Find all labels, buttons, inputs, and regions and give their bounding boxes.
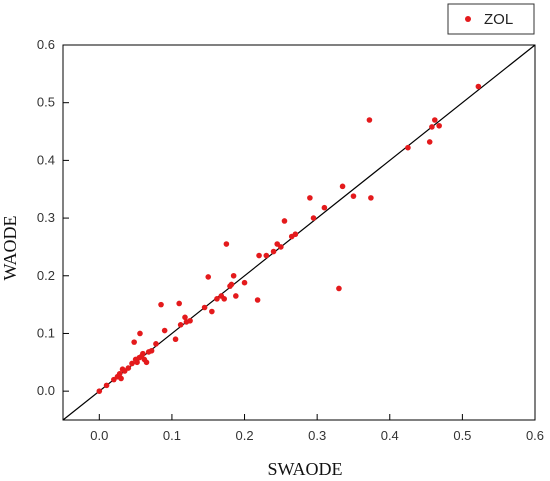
x-axis-title: SWAODE: [268, 459, 343, 479]
data-point: [263, 252, 270, 259]
data-point: [116, 371, 123, 377]
data-point: [143, 359, 150, 366]
data-point: [221, 296, 228, 302]
y-tick-label: 0.0: [37, 383, 55, 398]
y-tick-label: 0.4: [37, 152, 55, 167]
data-point: [436, 122, 442, 129]
x-tick-label: 0.2: [235, 428, 253, 443]
y-tick-label: 0.1: [37, 325, 55, 340]
legend-marker: [465, 16, 471, 22]
data-point: [182, 314, 188, 321]
y-axis-title: WAODE: [0, 216, 20, 281]
legend-box: [447, 3, 535, 35]
data-point: [140, 350, 146, 357]
data-point: [153, 341, 159, 347]
data-point: [339, 183, 346, 190]
data-point: [96, 388, 103, 394]
data-point: [368, 195, 374, 201]
data-point: [366, 117, 373, 123]
x-tick-label: 0.3: [308, 428, 326, 443]
data-point: [137, 330, 143, 337]
data-point: [256, 252, 262, 259]
data-point: [176, 300, 182, 307]
legend: ZOL: [447, 3, 535, 35]
data-point: [103, 382, 110, 389]
data-point: [131, 339, 137, 345]
data-point: [201, 304, 208, 311]
data-point: [429, 124, 435, 130]
x-tick-label: 0.1: [163, 428, 181, 443]
data-point: [148, 347, 155, 354]
data-point: [431, 117, 438, 123]
data-point: [310, 215, 317, 221]
data-point: [205, 274, 212, 280]
data-point: [321, 204, 328, 211]
plot-frame: [62, 44, 536, 421]
data-point: [241, 279, 248, 286]
data-point: [172, 336, 179, 343]
axis-ticks: 0.0 0.1 0.2 0.3 0.4 0.5 0.6 0.0 0.1 0.2 0.3 0.4 0.5 0…: [37, 37, 544, 443]
x-tick-label: 0.5: [453, 428, 471, 443]
data-point: [228, 281, 235, 288]
data-point: [233, 293, 239, 299]
data-point: [209, 308, 215, 315]
data-point: [405, 144, 411, 151]
y-tick-label: 0.6: [37, 37, 55, 52]
data-point: [426, 139, 433, 145]
x-tick-label: 0.4: [381, 428, 399, 443]
data-point: [281, 218, 288, 224]
plot-border: [62, 44, 536, 421]
data-point: [292, 231, 299, 238]
x-tick-label: 0.0: [90, 428, 108, 443]
data-point: [230, 272, 237, 279]
data-point: [350, 193, 357, 199]
data-point: [187, 317, 193, 324]
data-point: [270, 248, 277, 255]
data-point: [177, 322, 184, 328]
data-point: [158, 301, 164, 308]
data-point: [214, 296, 220, 302]
data-point: [125, 365, 132, 371]
legend-label: ZOL: [484, 11, 513, 28]
y-tick-label: 0.2: [37, 268, 55, 283]
data-point: [254, 297, 261, 303]
data-point: [161, 327, 168, 334]
x-tick-label: 0.6: [526, 428, 544, 443]
data-point: [134, 359, 140, 366]
data-point: [129, 360, 135, 367]
data-point: [307, 195, 313, 201]
data-point: [336, 285, 342, 292]
data-points: [96, 83, 482, 394]
data-point: [278, 244, 284, 250]
y-tick-label: 0.3: [37, 210, 55, 225]
y-tick-label: 0.5: [37, 95, 55, 110]
data-point: [118, 375, 124, 382]
data-point: [223, 241, 230, 247]
data-point: [475, 83, 482, 90]
